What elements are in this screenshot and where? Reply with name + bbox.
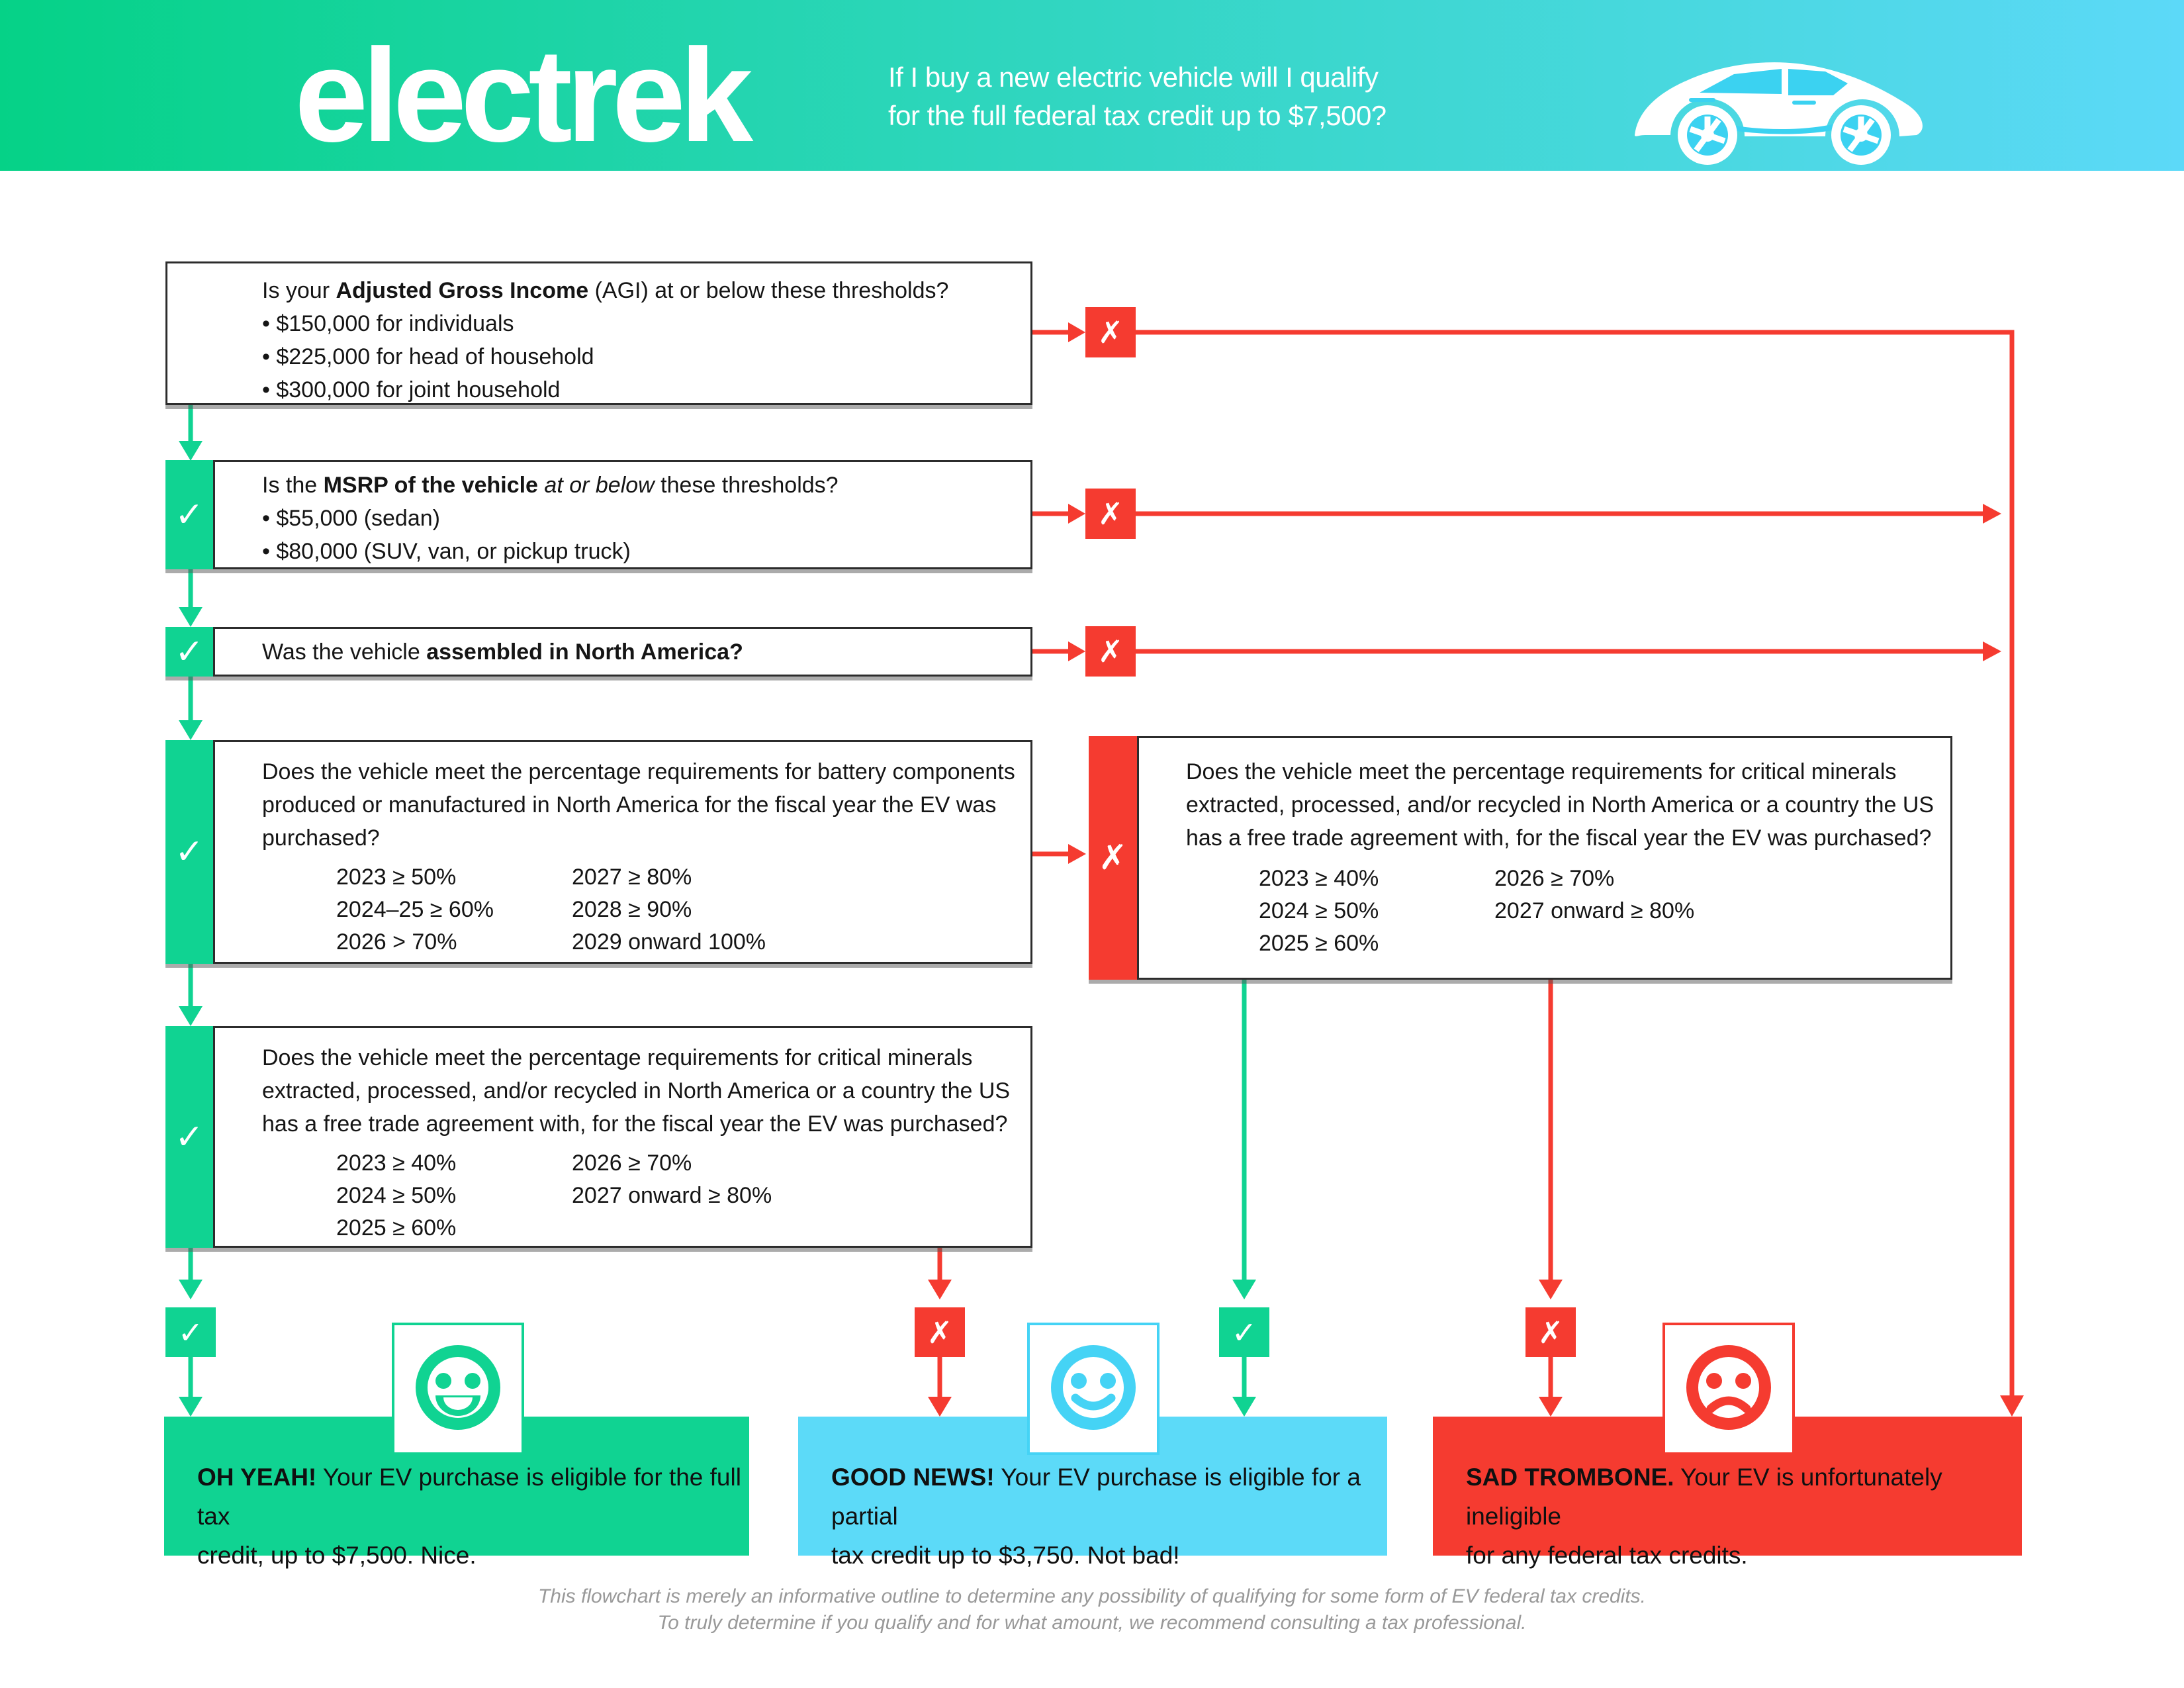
- x-icon: ✗: [1097, 496, 1124, 532]
- question-assembled: ✓ Was the vehicle assembled in North Ame…: [165, 627, 1032, 677]
- question-minerals-right: ✗ Does the vehicle meet the percentage r…: [1089, 736, 1952, 980]
- check-icon: ✓: [177, 1314, 204, 1350]
- msrp-bullet-sedan: • $55,000 (sedan): [262, 506, 440, 531]
- header-banner: electrek If I buy a new electric vehicle…: [0, 0, 2184, 171]
- smiling-face-card: [1027, 1323, 1160, 1455]
- x-icon: ✗: [1097, 314, 1124, 350]
- question-minerals-line3: has a free trade agreement with, for the…: [1186, 825, 1932, 851]
- disclaimer-line2: To truly determine if you qualify and fo…: [657, 1612, 1527, 1634]
- x-icon: ✗: [1537, 1314, 1564, 1350]
- minerals-thresholds-row: 2025 ≥ 60%: [336, 1215, 457, 1241]
- check-icon: ✓: [175, 1117, 204, 1157]
- minerals-thresholds-row: 2023 ≥ 40% 2026 ≥ 70%: [1259, 866, 1615, 891]
- check-tab: ✓: [165, 1026, 213, 1248]
- question-battery: ✓ Does the vehicle meet the percentage r…: [165, 740, 1032, 964]
- x-icon: ✗: [1098, 838, 1128, 878]
- battery-thresholds-row: 2023 ≥ 50% 2027 ≥ 80%: [336, 865, 692, 890]
- page-title: If I buy a new electric vehicle will I q…: [888, 58, 1387, 135]
- check-icon: ✓: [1231, 1314, 1257, 1350]
- question-minerals-line1: Does the vehicle meet the percentage req…: [1186, 759, 1897, 784]
- question-minerals-line1: Does the vehicle meet the percentage req…: [262, 1045, 973, 1070]
- sad-face-card: [1662, 1323, 1795, 1455]
- question-minerals-line2: extracted, processed, and/or recycled in…: [1186, 792, 1934, 818]
- check-badge: ✓: [165, 1307, 216, 1357]
- question-assembled-title: Was the vehicle assembled in North Ameri…: [262, 639, 743, 665]
- minerals-thresholds-row: 2023 ≥ 40% 2026 ≥ 70%: [336, 1150, 692, 1176]
- frowning-face-icon: [1686, 1345, 1771, 1430]
- result-ineligible-text: SAD TROMBONE. Your EV is unfortunately i…: [1466, 1464, 1942, 1569]
- check-tab: ✓: [165, 460, 213, 569]
- happy-face-card: [392, 1323, 524, 1455]
- question-msrp-title: Is the MSRP of the vehicle at or below t…: [262, 473, 839, 498]
- x-icon: ✗: [927, 1314, 953, 1350]
- check-icon: ✓: [175, 632, 204, 672]
- check-tab: ✓: [165, 740, 213, 964]
- question-minerals-line3: has a free trade agreement with, for the…: [262, 1111, 1008, 1137]
- result-partial-credit-text: GOOD NEWS! Your EV purchase is eligible …: [831, 1464, 1361, 1569]
- check-tab: ✓: [165, 627, 213, 677]
- question-minerals-left: ✓ Does the vehicle meet the percentage r…: [165, 1026, 1032, 1248]
- question-agi: Is your Adjusted Gross Income (AGI) at o…: [165, 261, 1032, 405]
- result-partial-credit: GOOD NEWS! Your EV purchase is eligible …: [798, 1417, 1387, 1569]
- battery-thresholds-row: 2026 > 70% 2029 onward 100%: [336, 929, 766, 955]
- disclaimer-line1: This flowchart is merely an informative …: [537, 1585, 1647, 1607]
- question-battery-line2: produced or manufactured in North Americ…: [262, 792, 997, 818]
- agi-bullet-joint-household: • $300,000 for joint household: [262, 377, 561, 402]
- check-icon: ✓: [175, 832, 204, 872]
- x-badge: ✗: [1525, 1307, 1576, 1357]
- agi-bullet-head-of-household: • $225,000 for head of household: [262, 344, 594, 369]
- smiling-face-icon: [1051, 1345, 1136, 1430]
- ev-car-icon: [1635, 62, 1923, 165]
- disclaimer: This flowchart is merely an informative …: [0, 1583, 2184, 1636]
- x-badge: ✗: [1085, 489, 1136, 539]
- question-msrp: ✓ Is the MSRP of the vehicle at or below…: [165, 460, 1032, 569]
- electrek-logo: electrek: [295, 22, 753, 169]
- page-title-line2: for the full federal tax credit up to $7…: [888, 100, 1387, 131]
- msrp-bullet-suv: • $80,000 (SUV, van, or pickup truck): [262, 539, 631, 564]
- result-full-credit: OH YEAH! Your EV purchase is eligible fo…: [164, 1417, 749, 1569]
- result-full-credit-text: OH YEAH! Your EV purchase is eligible fo…: [197, 1464, 741, 1569]
- minerals-thresholds-row: 2024 ≥ 50% 2027 onward ≥ 80%: [336, 1183, 772, 1208]
- x-badge: ✗: [1085, 626, 1136, 677]
- grinning-face-icon: [416, 1345, 500, 1430]
- x-icon: ✗: [1097, 633, 1124, 669]
- minerals-thresholds-row: 2025 ≥ 60%: [1259, 931, 1379, 956]
- question-battery-line3: purchased?: [262, 825, 380, 851]
- agi-bullet-individuals: • $150,000 for individuals: [262, 311, 514, 336]
- x-badge: ✗: [1085, 307, 1136, 357]
- battery-thresholds-row: 2024–25 ≥ 60% 2028 ≥ 90%: [336, 897, 692, 922]
- x-badge: ✗: [915, 1307, 965, 1357]
- page-title-line1: If I buy a new electric vehicle will I q…: [888, 62, 1379, 93]
- question-battery-line1: Does the vehicle meet the percentage req…: [262, 759, 1015, 784]
- check-icon: ✓: [175, 494, 204, 535]
- x-tab: ✗: [1089, 736, 1137, 980]
- check-badge: ✓: [1219, 1307, 1269, 1357]
- question-minerals-line2: extracted, processed, and/or recycled in…: [262, 1078, 1011, 1103]
- minerals-thresholds-row: 2024 ≥ 50% 2027 onward ≥ 80%: [1259, 898, 1695, 923]
- question-agi-title: Is your Adjusted Gross Income (AGI) at o…: [262, 278, 949, 303]
